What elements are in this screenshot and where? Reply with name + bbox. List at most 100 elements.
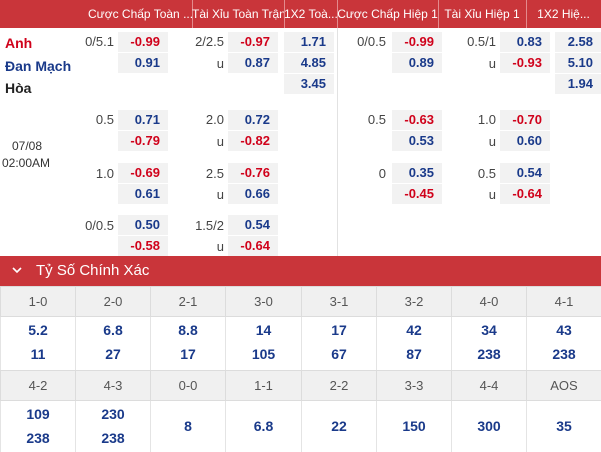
score-odds-cell[interactable]: 35 [526,400,601,452]
score-odds-cell[interactable]: 43 238 [526,316,601,370]
half-overunder-line: 1.0 [477,112,496,127]
score-odds-cell[interactable]: 109 238 [0,400,75,452]
score-odds-cell[interactable]: 8.8 17 [150,316,225,370]
handicap-line: 0.5 [95,112,114,127]
half-under-label: u [488,187,496,202]
handicap-line: 0/5.1 [85,34,114,49]
half-under-odds[interactable]: 0.60 [500,131,550,151]
half-handicap-away-odds[interactable]: -0.45 [392,184,442,204]
score-header-cell: 4-2 [0,371,75,400]
table-divider [0,370,601,371]
half-under-odds[interactable]: -0.64 [500,184,550,204]
half-1x2-away-odds[interactable]: 5.10 [555,53,601,73]
score-odds: 35 [556,418,572,434]
score-header-cell: 4-0 [451,287,526,316]
half-handicap-home-odds[interactable]: 0.35 [392,163,442,183]
under-odds[interactable]: -0.64 [228,236,278,256]
half-over-odds[interactable]: -0.70 [500,110,550,130]
handicap-away-odds[interactable]: -0.58 [118,236,168,256]
handicap-line: 0/0.5 [85,218,114,233]
handicap-home-odds[interactable]: 0.71 [118,110,168,130]
handicap-away-odds[interactable]: -0.79 [118,131,168,151]
score-odds-cell[interactable]: 14 105 [225,316,301,370]
half-overunder-line: 0.5 [477,166,496,181]
over-odds[interactable]: 0.54 [228,215,278,235]
half-over-odds[interactable]: 0.54 [500,163,550,183]
score-header-cell: 3-1 [301,287,376,316]
over-odds[interactable]: -0.97 [228,32,278,52]
chevron-down-icon[interactable] [10,263,24,277]
half-under-label: u [488,134,496,149]
half-under-label: u [488,56,496,71]
score-header-cell: 2-0 [75,287,150,316]
correct-score-title: Tỷ Số Chính Xác [36,262,150,279]
score-header-cell: 2-1 [150,287,225,316]
score-home-odds: 8.8 [178,322,198,338]
score-header-cell: 3-0 [225,287,301,316]
under-odds[interactable]: 0.66 [228,184,278,204]
under-odds[interactable]: -0.82 [228,131,278,151]
half-1x2-home-odds[interactable]: 2.58 [555,32,601,52]
half-handicap-home-odds[interactable]: -0.63 [392,110,442,130]
score-odds-cell[interactable]: 34 238 [451,316,526,370]
score-odds-cell[interactable]: 17 67 [301,316,376,370]
col-handicap-full[interactable]: Cược Chấp Toàn ... [88,7,192,21]
half-handicap-line: 0/0.5 [357,34,386,49]
away-team-name[interactable]: Đan Mạch [5,58,72,74]
half-1x2-draw-odds[interactable]: 1.94 [555,74,601,94]
half-handicap-away-odds[interactable]: 0.89 [392,53,442,73]
score-away-odds: 238 [552,346,576,362]
score-away-odds: 87 [406,346,422,362]
score-odds-cell[interactable]: 5.2 11 [0,316,75,370]
handicap-home-odds[interactable]: -0.69 [118,163,168,183]
half-handicap-away-odds[interactable]: 0.53 [392,131,442,151]
handicap-away-odds[interactable]: 0.61 [118,184,168,204]
overunder-line: 2.5 [205,166,224,181]
score-header-cell: 4-3 [75,371,150,400]
score-odds-cell[interactable]: 230 238 [75,400,150,452]
handicap-home-odds[interactable]: 0.50 [118,215,168,235]
score-home-odds: 14 [255,322,272,338]
score-odds-cell[interactable]: 150 [376,400,451,452]
home-team-name[interactable]: Anh [5,35,33,51]
1x2-home-odds[interactable]: 1.71 [284,32,334,52]
overunder-line: 2.0 [205,112,224,127]
score-odds-cell[interactable]: 6.8 [225,400,301,452]
score-header-cell: 1-1 [225,371,301,400]
score-odds-cell[interactable]: 6.8 27 [75,316,150,370]
score-away-odds: 238 [26,430,50,446]
score-odds-cell[interactable]: 300 [451,400,526,452]
handicap-home-odds[interactable]: -0.99 [118,32,168,52]
score-header-cell: AOS [526,371,601,400]
col-handicap-half[interactable]: Cược Chấp Hiệp 1 [337,7,438,21]
correct-score-header[interactable]: Tỷ Số Chính Xác [0,256,601,286]
under-odds[interactable]: 0.87 [228,53,278,73]
score-odds-cell[interactable]: 8 [150,400,225,452]
match-time: 02:00AM [2,156,51,170]
score-home-odds: 6.8 [103,322,123,338]
half-under-odds[interactable]: -0.93 [500,53,550,73]
1x2-away-odds[interactable]: 4.85 [284,53,334,73]
col-overunder-half[interactable]: Tài Xỉu Hiệp 1 [444,7,520,21]
col-1x2-half[interactable]: 1X2 Hiệ... [537,7,590,21]
overunder-line: 1.5/2 [195,218,224,233]
1x2-draw-odds[interactable]: 3.45 [284,74,334,94]
under-label: u [216,134,224,149]
score-odds: 8 [184,418,192,434]
score-odds-cell[interactable]: 22 [301,400,376,452]
handicap-away-odds[interactable]: 0.91 [118,53,168,73]
over-odds[interactable]: 0.72 [228,110,278,130]
match-date: 07/08 [12,139,43,153]
score-header-cell: 4-4 [451,371,526,400]
under-label: u [216,56,224,71]
col-overunder-full[interactable]: Tài Xỉu Toàn Trận [192,7,284,21]
under-label: u [216,187,224,202]
score-odds-cell[interactable]: 42 87 [376,316,451,370]
col-1x2-full[interactable]: 1X2 Toà... [284,7,337,21]
score-away-odds: 67 [331,346,347,362]
score-header-cell: 3-2 [376,287,451,316]
half-over-odds[interactable]: 0.83 [500,32,550,52]
half-handicap-home-odds[interactable]: -0.99 [392,32,442,52]
score-home-odds: 42 [406,322,422,338]
over-odds[interactable]: -0.76 [228,163,278,183]
